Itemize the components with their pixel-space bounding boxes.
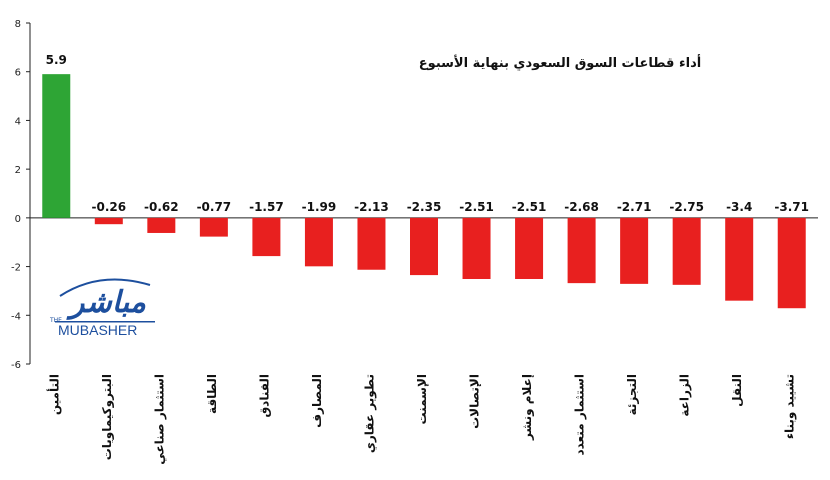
y-tick-label: 2: [15, 165, 21, 176]
mubasher-logo: مباشر THE MUBASHER: [49, 278, 155, 338]
bar: [410, 217, 438, 276]
data-label: -1.99: [302, 200, 337, 214]
bar: [252, 217, 281, 257]
bar: [357, 217, 386, 270]
y-tick-label: 8: [15, 19, 21, 30]
y-tick-label: 0: [15, 214, 21, 225]
bar: [42, 74, 71, 218]
y-tick-label: -6: [11, 360, 21, 371]
data-label: -0.77: [197, 200, 232, 214]
bar: [515, 217, 544, 279]
category-label: المصارف: [310, 374, 324, 428]
category-label: التأمين: [46, 374, 61, 415]
category-label: استثمار متعدد: [573, 374, 587, 456]
bar: [462, 217, 491, 279]
y-tick-label: 4: [15, 116, 21, 127]
data-label: -1.57: [249, 200, 284, 214]
bar: [777, 217, 806, 309]
category-label: الإتصالات: [468, 374, 482, 429]
data-label: -0.62: [144, 200, 179, 214]
bar: [304, 217, 333, 267]
bars: [42, 74, 806, 309]
category-label: تشييد وبناء: [783, 374, 798, 439]
logo-arabic: مباشر: [66, 285, 146, 320]
bar: [147, 217, 176, 233]
chart-title: أداء قطاعات السوق السعودي بنهاية الأسبوع: [419, 54, 701, 71]
data-label: -3.4: [726, 200, 752, 214]
bar: [725, 217, 754, 301]
data-label: 5.9: [46, 53, 67, 67]
category-label: استثمار صناعي: [152, 374, 166, 465]
y-tick-label: -4: [11, 311, 21, 322]
data-label: -2.51: [459, 200, 494, 214]
logo-small: THE: [49, 317, 62, 324]
data-label: -3.71: [774, 200, 809, 214]
bar: [620, 217, 649, 284]
data-label: -0.26: [92, 200, 127, 214]
bar: [94, 217, 123, 225]
y-tick-label: -2: [11, 263, 21, 274]
data-label: -2.13: [354, 200, 389, 214]
data-label: -2.71: [617, 200, 652, 214]
category-label: الطاقة: [205, 374, 219, 414]
data-label: -2.51: [512, 200, 547, 214]
data-label: -2.68: [564, 200, 599, 214]
bar: [199, 217, 228, 237]
logo-latin: MUBASHER: [58, 322, 137, 338]
category-label: النقل: [730, 374, 744, 407]
category-label: الإسمنت: [415, 374, 429, 425]
category-label: تطوير عقاري: [362, 374, 377, 453]
data-label: -2.75: [669, 200, 704, 214]
bar: [567, 217, 596, 284]
category-label: البتروكيماويات: [100, 374, 115, 460]
category-labels: التأمين البتروكيماويات استثمار صناعي الطاقة…: [46, 374, 797, 465]
data-label: -2.35: [407, 200, 442, 214]
category-label: الزراعة: [678, 374, 692, 417]
y-tick-label: 6: [15, 68, 21, 79]
value-labels: 5.9 -0.26 -0.62 -0.77 -1.57 -1.99 -2.13 -2.35 -2…: [46, 53, 809, 214]
category-label: الفنادق: [257, 374, 271, 418]
category-label: إعلام ونشر: [520, 374, 535, 441]
category-label: التجزئة: [625, 374, 639, 415]
bar: [672, 217, 701, 285]
